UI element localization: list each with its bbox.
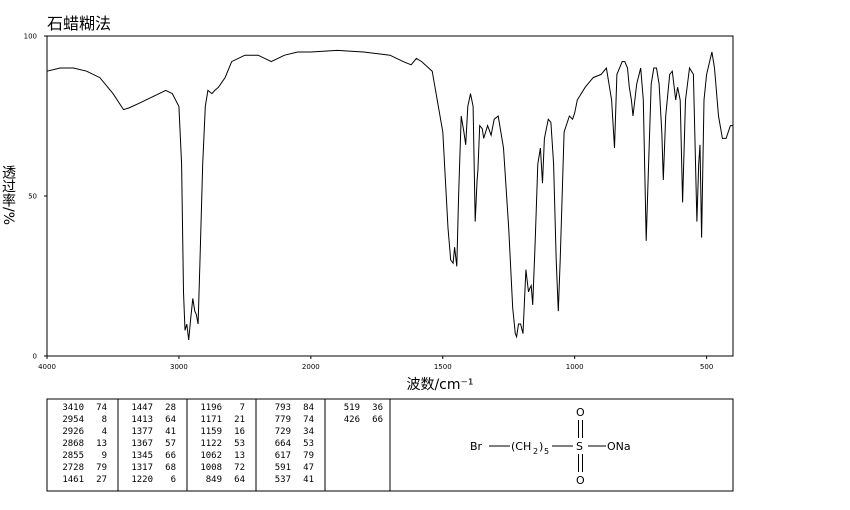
- peak-wavenumber: 2868: [62, 439, 84, 449]
- x-tick-label: 500: [700, 363, 713, 371]
- y-axis-label: 透过率/%: [0, 165, 16, 225]
- subscript: 2: [533, 447, 538, 456]
- peak-wavenumber: 1447: [131, 403, 153, 413]
- peak-wavenumber: 591: [275, 463, 291, 473]
- y-tick-label: 0: [33, 353, 37, 361]
- peak-transmittance: 36: [372, 403, 383, 413]
- peak-transmittance: 34: [303, 427, 314, 437]
- peak-transmittance: 72: [234, 463, 245, 473]
- peak-transmittance: 64: [165, 415, 176, 425]
- peak-transmittance: 28: [165, 403, 176, 413]
- peak-transmittance: 41: [303, 475, 314, 485]
- x-tick-label: 3000: [170, 363, 188, 371]
- peak-wavenumber: 1122: [200, 439, 222, 449]
- peak-wavenumber: 1345: [131, 451, 153, 461]
- peak-wavenumber: 1008: [200, 463, 222, 473]
- structure: Br (CH 2 ) 5 S O O ONa: [470, 406, 631, 487]
- peak-transmittance: 8: [102, 415, 107, 425]
- peak-transmittance: 9: [102, 451, 107, 461]
- peak-transmittance: 84: [303, 403, 314, 413]
- peak-transmittance: 79: [303, 451, 314, 461]
- peak-transmittance: 7: [240, 403, 245, 413]
- peak-transmittance: 57: [165, 439, 176, 449]
- peak-wavenumber: 1171: [200, 415, 222, 425]
- peak-wavenumber: 2954: [62, 415, 84, 425]
- peak-transmittance: 53: [234, 439, 245, 449]
- group: ONa: [607, 440, 631, 453]
- atom: O: [576, 474, 585, 487]
- peak-wavenumber: 849: [206, 475, 222, 485]
- peak-wavenumber: 1377: [131, 427, 153, 437]
- peak-transmittance: 79: [96, 463, 107, 473]
- peak-transmittance: 53: [303, 439, 314, 449]
- peak-wavenumber: 664: [275, 439, 291, 449]
- group: ): [539, 440, 543, 453]
- x-axis-label: 波数/cm⁻¹: [406, 377, 473, 393]
- peak-wavenumber: 1367: [131, 439, 153, 449]
- peak-transmittance: 4: [102, 427, 107, 437]
- peak-transmittance: 64: [234, 475, 245, 485]
- x-tick-label: 1000: [566, 363, 584, 371]
- atom: S: [576, 440, 583, 453]
- peak-wavenumber: 2855: [62, 451, 84, 461]
- peak-wavenumber: 617: [275, 451, 291, 461]
- chart-title: 石蜡糊法: [47, 14, 111, 33]
- spectrum-line: [46, 49, 733, 341]
- peak-transmittance: 41: [165, 427, 176, 437]
- peak-wavenumber: 537: [275, 475, 291, 485]
- group: (CH: [511, 440, 531, 453]
- atom: O: [576, 406, 585, 419]
- peak-wavenumber: 1220: [131, 475, 153, 485]
- peak-wavenumber: 3410: [62, 403, 84, 413]
- peak-transmittance: 27: [96, 475, 107, 485]
- x-tick-label: 4000: [38, 363, 56, 371]
- peak-transmittance: 13: [234, 451, 245, 461]
- peak-wavenumber: 793: [275, 403, 291, 413]
- peak-transmittance: 13: [96, 439, 107, 449]
- peak-wavenumber: 426: [344, 415, 360, 425]
- peak-wavenumber: 1159: [200, 427, 222, 437]
- peak-transmittance: 6: [171, 475, 176, 485]
- peak-wavenumber: 2728: [62, 463, 84, 473]
- peak-wavenumber: 779: [275, 415, 291, 425]
- peak-wavenumber: 1062: [200, 451, 222, 461]
- peak-transmittance: 74: [96, 403, 107, 413]
- peak-transmittance: 74: [303, 415, 314, 425]
- peak-wavenumber: 729: [275, 427, 291, 437]
- y-tick-label: 100: [24, 33, 37, 41]
- peak-wavenumber: 2926: [62, 427, 84, 437]
- subscript: 5: [544, 447, 549, 456]
- peak-wavenumber: 1317: [131, 463, 153, 473]
- y-tick-label: 50: [28, 193, 37, 201]
- peak-transmittance: 47: [303, 463, 314, 473]
- plot-frame: [46, 35, 734, 357]
- x-tick-label: 1500: [434, 363, 452, 371]
- peak-wavenumber: 519: [344, 403, 360, 413]
- peak-transmittance: 66: [165, 451, 176, 461]
- peak-transmittance: 68: [165, 463, 176, 473]
- peak-wavenumber: 1461: [62, 475, 84, 485]
- x-tick-label: 2000: [302, 363, 320, 371]
- peak-wavenumber: 1413: [131, 415, 153, 425]
- atom: Br: [470, 440, 483, 453]
- peak-wavenumber: 1196: [200, 403, 222, 413]
- peak-transmittance: 66: [372, 415, 383, 425]
- peak-transmittance: 21: [234, 415, 245, 425]
- peak-transmittance: 16: [234, 427, 245, 437]
